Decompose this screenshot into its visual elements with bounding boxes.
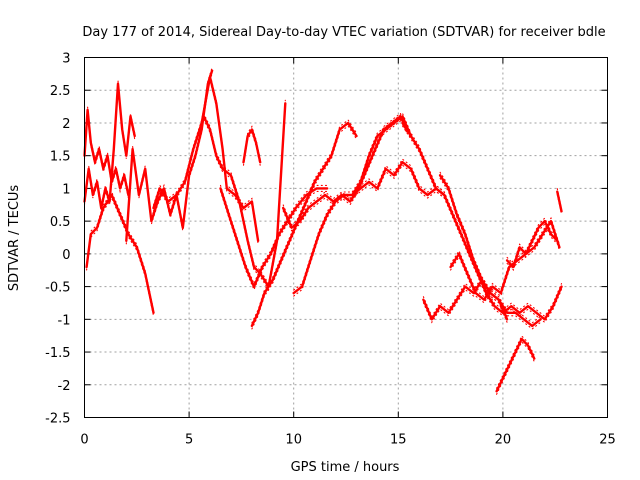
y-axis-label: SDTVAR / TECUs: [7, 185, 22, 292]
series-markers-upper: [242, 125, 261, 160]
series-line: [83, 82, 136, 210]
series-markers-upper: [203, 99, 286, 286]
chart-title: Day 177 of 2014, Sidereal Day-to-day VTE…: [82, 25, 605, 40]
series-line: [495, 337, 536, 393]
series-markers-lower: [401, 125, 563, 324]
x-tick-label: 5: [185, 433, 193, 448]
series-markers-lower: [251, 125, 358, 330]
y-tick-label: -2: [58, 379, 71, 394]
series-sat-o: [422, 275, 509, 324]
series-sat-s: [556, 188, 563, 215]
axis-ticks: 0 5 10 15 20 25 -2.5 -2 -1.5 -1 -0.5 0 0.5 1 1.5 2 2.5 3: [45, 52, 616, 448]
series-markers-lower: [242, 131, 261, 166]
series-sat-f: [202, 99, 287, 292]
series-line: [282, 115, 408, 229]
series-sat-r: [505, 217, 559, 272]
y-tick-label: 3: [62, 52, 70, 67]
series-markers-upper: [83, 106, 129, 193]
series-markers-upper: [282, 112, 408, 226]
grid: [84, 57, 608, 418]
series-line: [242, 128, 262, 164]
y-tick-label: 2.5: [50, 84, 71, 99]
series-markers-lower: [439, 177, 542, 330]
series-markers-upper: [556, 188, 563, 209]
y-tick-label: 0: [62, 248, 70, 263]
series-markers-upper: [351, 158, 445, 193]
series-line: [449, 219, 561, 301]
series-markers-lower: [556, 194, 563, 215]
y-tick-label: 1.5: [50, 150, 71, 165]
series-sat-p: [449, 216, 561, 304]
series-markers-upper: [125, 67, 213, 239]
series-line: [505, 219, 559, 269]
series-markers-upper: [86, 190, 155, 311]
y-tick-label: -0.5: [45, 281, 70, 296]
series-markers-upper: [152, 73, 259, 239]
series-sat-a: [83, 106, 130, 199]
series-sat-q: [495, 335, 536, 395]
series-markers-lower: [86, 196, 155, 317]
plot-frame: [84, 57, 608, 418]
y-tick-label: 0.5: [50, 215, 71, 230]
series-line: [85, 193, 155, 314]
x-tick-label: 0: [80, 433, 88, 448]
x-tick-label: 10: [285, 433, 302, 448]
y-tick-label: -1.5: [45, 346, 70, 361]
series-markers-upper: [496, 335, 535, 389]
series-line: [202, 102, 287, 288]
series-markers-lower: [83, 112, 129, 199]
series-sat-b: [83, 80, 136, 212]
series-line: [219, 187, 329, 288]
series-markers-lower: [83, 86, 136, 212]
series-sat-i: [250, 119, 358, 330]
data-series: [83, 67, 563, 395]
series-markers-lower: [219, 190, 328, 292]
series-markers-upper: [83, 80, 136, 206]
series-markers-lower: [351, 164, 445, 199]
y-tick-label: 2: [62, 117, 70, 132]
series-line: [351, 161, 446, 197]
y-tick-label: -2.5: [45, 412, 70, 427]
series-markers-lower: [450, 222, 560, 304]
series-markers-upper: [450, 216, 560, 298]
y-tick-label: 1: [62, 182, 70, 197]
series-markers-lower: [496, 341, 535, 395]
series-line: [250, 121, 358, 328]
series-sat-h: [219, 184, 329, 292]
series-sat-l: [351, 158, 446, 199]
series-sat-d: [125, 67, 214, 245]
series-sat-g: [242, 125, 262, 166]
series-sat-c: [85, 190, 155, 317]
series-markers-lower: [203, 105, 286, 292]
series-markers-upper: [251, 119, 358, 324]
series-line: [556, 190, 563, 213]
x-axis-label: GPS time / hours: [291, 460, 400, 475]
series-markers-lower: [125, 73, 213, 245]
series-line: [422, 278, 509, 321]
x-tick-label: 25: [599, 433, 616, 448]
x-tick-label: 15: [390, 433, 407, 448]
series-markers-upper: [439, 171, 542, 324]
y-tick-label: -1: [58, 313, 71, 328]
x-tick-label: 20: [495, 433, 512, 448]
series-line: [125, 69, 214, 242]
series-markers-upper: [219, 184, 328, 286]
